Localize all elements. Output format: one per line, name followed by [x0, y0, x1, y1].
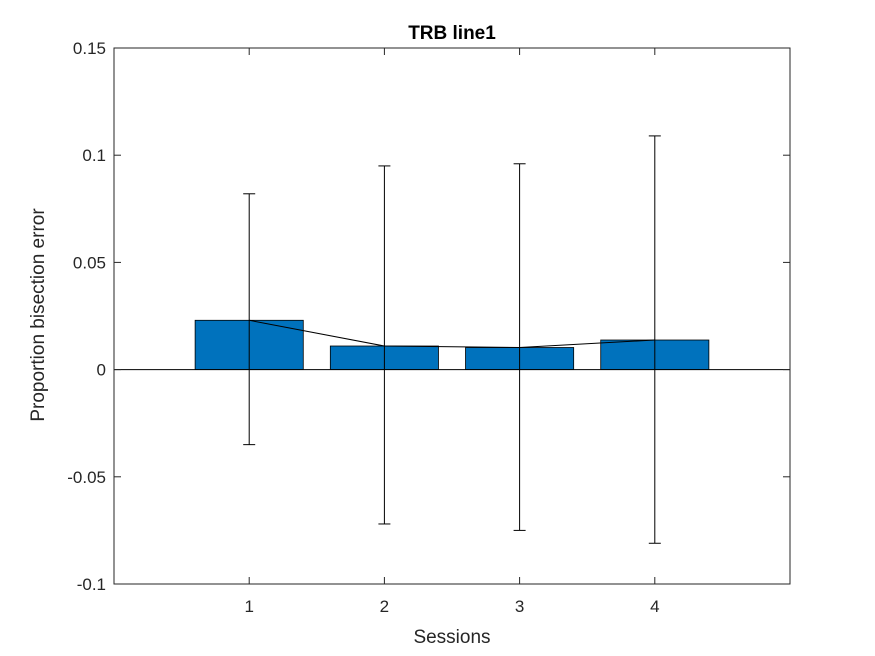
- error-bar-1: [243, 193, 256, 446]
- y-tick-label: 0.1: [82, 146, 106, 165]
- x-tick-label: 1: [244, 597, 253, 616]
- plot-area: [114, 48, 790, 584]
- mean-line: [249, 319, 655, 349]
- y-tick-label: -0.05: [67, 468, 106, 487]
- y-tick-label: 0.15: [73, 39, 106, 58]
- x-tick-label: 3: [515, 597, 524, 616]
- error-bar-4: [648, 135, 661, 544]
- chart-title: TRB line1: [408, 23, 496, 44]
- error-bar-2: [378, 165, 391, 525]
- y-axis-label: Proportion bisection error: [28, 208, 49, 422]
- y-tick-label: 0.05: [73, 253, 106, 272]
- y-tick-label: -0.1: [77, 575, 106, 594]
- x-tick-label: 4: [650, 597, 659, 616]
- x-axis-label: Sessions: [413, 627, 490, 648]
- plot-frame: [113, 47, 791, 585]
- x-tick-label: 2: [380, 597, 389, 616]
- y-tick-label: 0: [97, 361, 106, 380]
- error-bar-3: [513, 163, 526, 531]
